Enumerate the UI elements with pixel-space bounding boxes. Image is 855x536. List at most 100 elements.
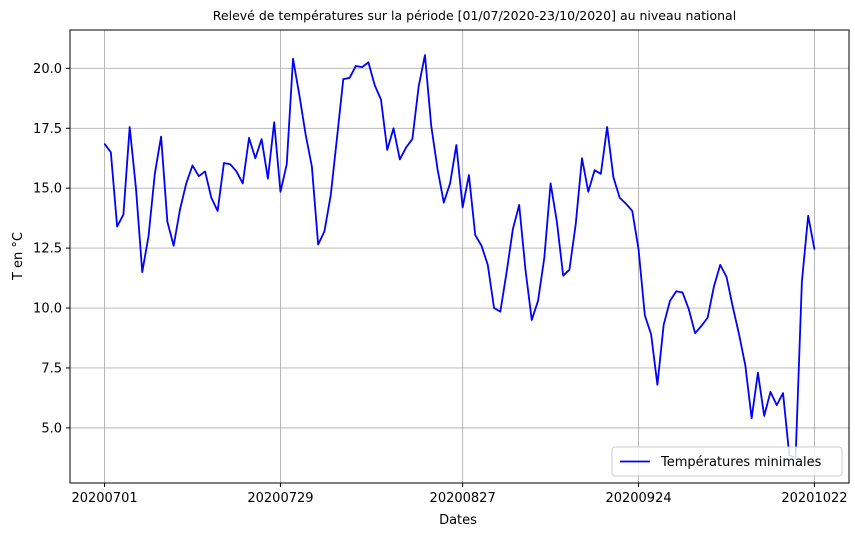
data-point	[764, 415, 765, 416]
data-point	[782, 393, 783, 394]
data-point	[776, 405, 777, 406]
data-point	[267, 178, 268, 179]
data-point	[123, 214, 124, 215]
data-point	[506, 271, 507, 272]
data-point	[324, 231, 325, 232]
data-point	[424, 55, 425, 56]
data-point	[745, 365, 746, 366]
data-point	[757, 372, 758, 373]
x-tick-label: 20200701	[71, 491, 137, 506]
data-point	[701, 325, 702, 326]
data-point	[236, 171, 237, 172]
data-point	[638, 249, 639, 250]
data-point	[311, 166, 312, 167]
data-point	[814, 249, 815, 250]
data-point	[632, 210, 633, 211]
data-point	[682, 292, 683, 293]
data-point	[550, 183, 551, 184]
x-tick-label: 20201022	[781, 491, 847, 506]
data-point	[261, 138, 262, 139]
data-point	[500, 311, 501, 312]
data-point	[487, 264, 488, 265]
data-point	[808, 215, 809, 216]
data-point	[368, 62, 369, 63]
data-point	[563, 275, 564, 276]
data-point	[569, 269, 570, 270]
data-point	[525, 269, 526, 270]
data-point	[198, 176, 199, 177]
data-point	[493, 307, 494, 308]
data-point	[669, 300, 670, 301]
data-point	[613, 177, 614, 178]
data-point	[475, 234, 476, 235]
data-point	[449, 183, 450, 184]
data-point	[223, 162, 224, 163]
data-point	[588, 191, 589, 192]
data-point	[167, 221, 168, 222]
data-point	[204, 171, 205, 172]
data-point	[600, 173, 601, 174]
data-point	[663, 324, 664, 325]
data-point	[248, 137, 249, 138]
data-point	[657, 384, 658, 385]
data-point	[537, 300, 538, 301]
data-point	[380, 99, 381, 100]
data-point	[738, 334, 739, 335]
data-point	[644, 315, 645, 316]
data-point	[751, 418, 752, 419]
data-point	[519, 204, 520, 205]
x-tick-label: 20200827	[430, 491, 496, 506]
data-point	[148, 236, 149, 237]
data-point	[801, 281, 802, 282]
data-point	[135, 188, 136, 189]
data-point	[651, 334, 652, 335]
data-point	[230, 164, 231, 165]
data-point	[418, 86, 419, 87]
data-point	[581, 158, 582, 159]
data-point	[173, 245, 174, 246]
x-tick-label: 20200924	[605, 491, 671, 506]
y-axis-label: T en °C	[11, 232, 26, 281]
data-point	[607, 126, 608, 127]
data-point	[575, 224, 576, 225]
y-tick-label: 17.5	[33, 122, 62, 137]
data-point	[694, 333, 695, 334]
y-tick-label: 12.5	[33, 242, 62, 257]
data-point	[142, 271, 143, 272]
data-point	[305, 134, 306, 135]
data-point	[770, 391, 771, 392]
legend-label: Températures minimales	[660, 455, 822, 470]
data-point	[406, 147, 407, 148]
data-point	[154, 173, 155, 174]
data-point	[456, 144, 457, 145]
data-point	[443, 202, 444, 203]
data-point	[160, 136, 161, 137]
y-tick-label: 10.0	[33, 302, 62, 317]
data-point	[117, 226, 118, 227]
data-point	[707, 317, 708, 318]
data-point	[104, 143, 105, 144]
data-point	[280, 191, 281, 192]
data-point	[720, 264, 721, 265]
data-point	[255, 158, 256, 159]
data-point	[318, 244, 319, 245]
y-tick-label: 20.0	[33, 62, 62, 77]
data-point	[393, 128, 394, 129]
data-point	[286, 164, 287, 165]
x-axis-label: Dates	[439, 513, 477, 528]
data-point	[192, 165, 193, 166]
data-point	[355, 65, 356, 66]
data-point	[110, 152, 111, 153]
data-point	[619, 197, 620, 198]
data-point	[625, 203, 626, 204]
data-point	[343, 79, 344, 80]
data-point	[462, 207, 463, 208]
data-point	[299, 94, 300, 95]
data-point	[732, 306, 733, 307]
data-point	[186, 183, 187, 184]
data-point	[374, 85, 375, 86]
x-tick-label: 20200729	[247, 491, 313, 506]
data-point	[676, 291, 677, 292]
data-point	[437, 168, 438, 169]
